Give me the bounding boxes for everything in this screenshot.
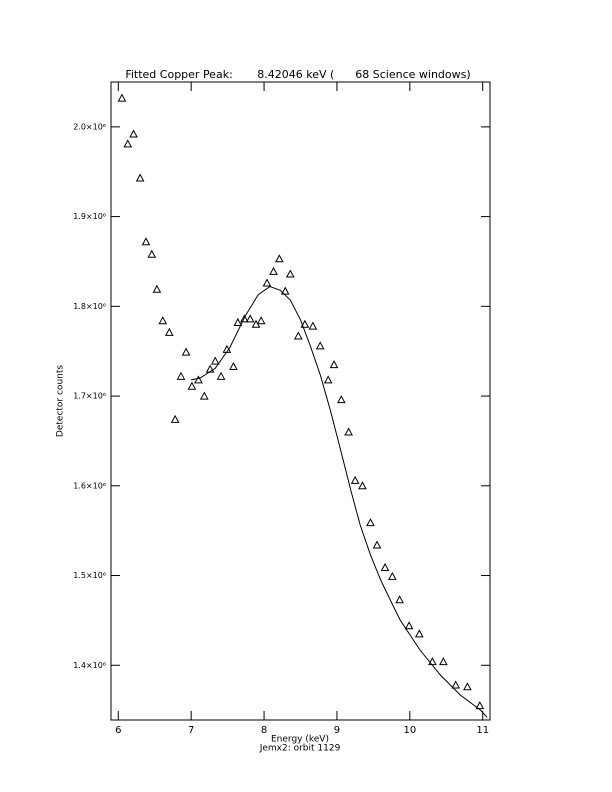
data-point (293, 331, 303, 340)
data-point (439, 657, 448, 666)
x-tick-label: 11 (476, 725, 489, 736)
data-point (158, 316, 168, 325)
y-tick-label: 1.7×10⁶ (73, 392, 106, 401)
data-point (269, 266, 278, 275)
y-tick-label: 1.4×10⁶ (73, 661, 106, 670)
data-point (233, 317, 243, 326)
data-point (194, 375, 203, 384)
data-point (329, 360, 339, 369)
x-tick-label: 10 (403, 725, 416, 736)
data-point (395, 595, 404, 604)
data-point (350, 475, 360, 484)
x-tick-label: 8 (261, 725, 267, 736)
x-axis-label: Energy (keV) (271, 735, 329, 745)
data-point (344, 427, 353, 436)
y-tick-label: 1.5×10⁶ (73, 571, 106, 580)
data-point (463, 682, 472, 691)
data-point (210, 356, 220, 365)
data-point (256, 316, 266, 325)
data-point (199, 391, 209, 400)
data-point (372, 540, 382, 549)
x-tick-label: 7 (188, 725, 194, 736)
data-point (187, 381, 197, 390)
data-point (451, 680, 461, 689)
data-point (152, 284, 162, 293)
y-axis-label: Detector counts (56, 365, 66, 437)
data-point (176, 371, 186, 380)
data-point (135, 173, 145, 182)
data-point (380, 562, 390, 571)
data-point (323, 375, 333, 384)
y-tick-label: 1.6×10⁶ (73, 481, 106, 490)
data-point (262, 278, 272, 287)
data-point (280, 286, 290, 295)
x-tick-label: 9 (334, 725, 340, 736)
y-tick-label: 2.0×10⁶ (73, 122, 106, 131)
plot-frame (110, 81, 491, 721)
data-point (123, 139, 133, 148)
data-point (205, 364, 215, 373)
data-point (358, 481, 367, 490)
x-tick-label: 6 (115, 725, 121, 736)
data-point (315, 341, 325, 350)
data-point (475, 701, 485, 710)
data-point (141, 237, 151, 246)
data-point (181, 347, 191, 356)
data-point (275, 254, 284, 263)
data-point (336, 395, 346, 404)
data-point (129, 129, 138, 138)
data-point (229, 361, 238, 370)
chart-title: Fitted Copper Peak: 8.42046 keV ( 68 Sci… (125, 68, 470, 81)
data-point (404, 621, 414, 630)
data-point (366, 518, 375, 527)
data-point (147, 249, 157, 258)
y-tick-label: 1.8×10⁶ (73, 302, 106, 311)
y-tick-label: 1.9×10⁶ (73, 212, 106, 221)
data-point (240, 314, 249, 323)
data-point (164, 327, 174, 336)
data-point (300, 319, 310, 328)
data-point (245, 314, 255, 323)
data-point (387, 571, 397, 580)
data-point (117, 93, 127, 102)
data-point (216, 371, 226, 380)
subtitle: Jemx2: orbit 1129 (259, 744, 341, 754)
data-point (170, 414, 180, 423)
data-point (308, 321, 318, 330)
data-point (414, 629, 424, 638)
data-point (285, 269, 295, 278)
fit-line (191, 286, 488, 718)
